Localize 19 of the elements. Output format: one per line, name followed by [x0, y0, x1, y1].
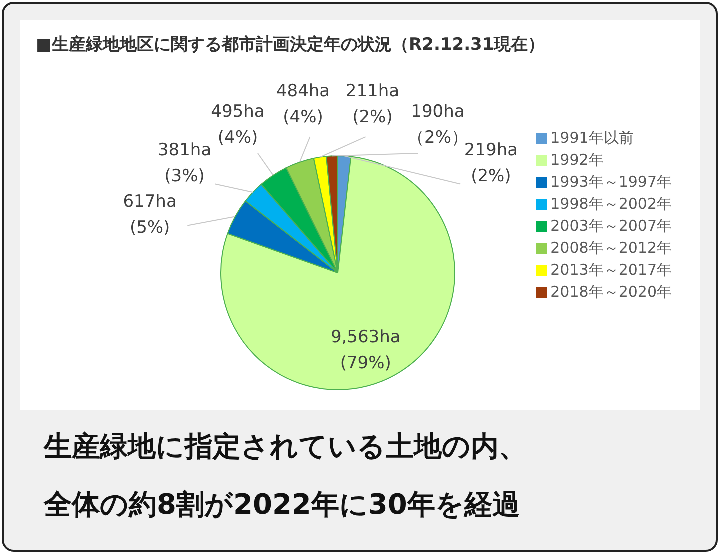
- data-label: 495ha (4%): [211, 102, 265, 148]
- pie-slice: [220, 156, 456, 390]
- legend-label: 2013年～2017年: [550, 261, 672, 279]
- legend-label: 2018年～2020年: [550, 283, 672, 301]
- data-label: 617ha (5%): [123, 192, 177, 238]
- legend-label: 2008年～2012年: [550, 239, 672, 257]
- text: 生産緑地に指定されている土地の内、: [42, 429, 528, 465]
- legend-label: 1993年～1997年: [550, 173, 672, 191]
- legend-label: 2003年～2007年: [550, 217, 672, 235]
- data-label: 211ha (2%): [346, 82, 400, 128]
- legend-label: 1991年以前: [550, 129, 634, 147]
- legend-label: 1998年～2002年: [550, 195, 672, 213]
- data-label: 484ha (4%): [276, 82, 330, 128]
- text: 全体の約8割が2022年に30年を経過: [42, 487, 522, 523]
- data-label: 9,563ha (79%): [330, 328, 401, 374]
- data-label: 219ha (2%): [464, 140, 518, 186]
- chart-title: ■生産緑地地区に関する都市計画決定年の状況（R2.12.31現在）: [36, 35, 546, 55]
- legend-label: 1992年: [550, 151, 604, 169]
- data-label: 381ha (3%): [158, 140, 212, 186]
